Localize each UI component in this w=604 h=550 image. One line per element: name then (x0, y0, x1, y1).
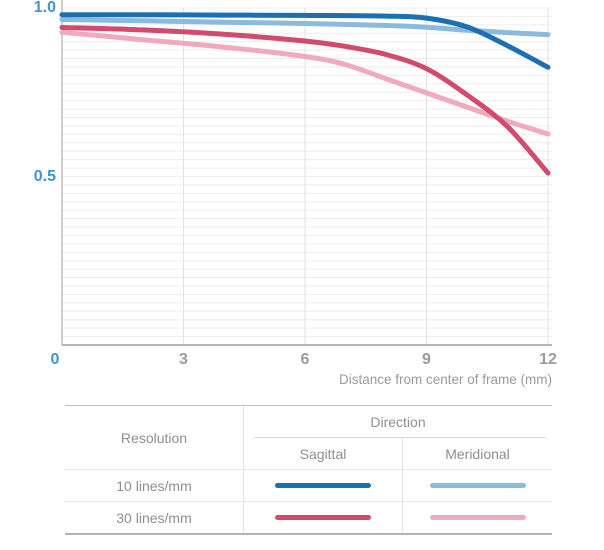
legend-swatch-cell (244, 469, 402, 501)
series-30-lines-mm-meridional (59, 29, 551, 137)
y-tick-label: 1.0 (33, 0, 56, 16)
x-tick-label: 9 (422, 351, 431, 368)
x-tick-label: 3 (179, 351, 188, 368)
legend-swatch-cell (244, 501, 402, 533)
x-tick-label: 6 (300, 351, 310, 368)
mtf-plot-canvas (59, 0, 552, 346)
legend-meridional-header: Meridional (402, 438, 552, 469)
legend-row-label-30lines: 30 lines/mm (65, 501, 244, 533)
series-30-lines-mm-sagittal (59, 25, 551, 176)
swatch-30-sagittal (275, 515, 371, 520)
y-tick-label: 0.5 (33, 167, 56, 185)
swatch-30-meridional (429, 515, 526, 520)
x-tick-label: 0 (50, 351, 60, 368)
series-10-lines-mm-meridional (59, 17, 551, 38)
legend-sagittal-header: Sagittal (299, 445, 347, 462)
x-tick-label: 12 (539, 351, 557, 368)
mtf-chart: 0 3 6 9 12 1.0 0.5 Distance from center of fra… (33, 0, 557, 387)
legend-row-label-10lines: 10 lines/mm (65, 469, 244, 501)
swatch-10-meridional (429, 483, 526, 488)
swatch-10-sagittal (275, 483, 371, 488)
x-axis-title: Distance from center of frame (mm) (338, 372, 552, 387)
legend-swatch-cell (402, 501, 552, 533)
series-10-lines-mm-sagittal (59, 12, 551, 70)
legend-resolution-header: Resolution (65, 406, 244, 469)
legend-direction-header: Direction (244, 406, 552, 438)
legend-table: Resolution Direction Sagittal Meridional… (65, 405, 552, 535)
legend-swatch-cell (402, 469, 552, 501)
